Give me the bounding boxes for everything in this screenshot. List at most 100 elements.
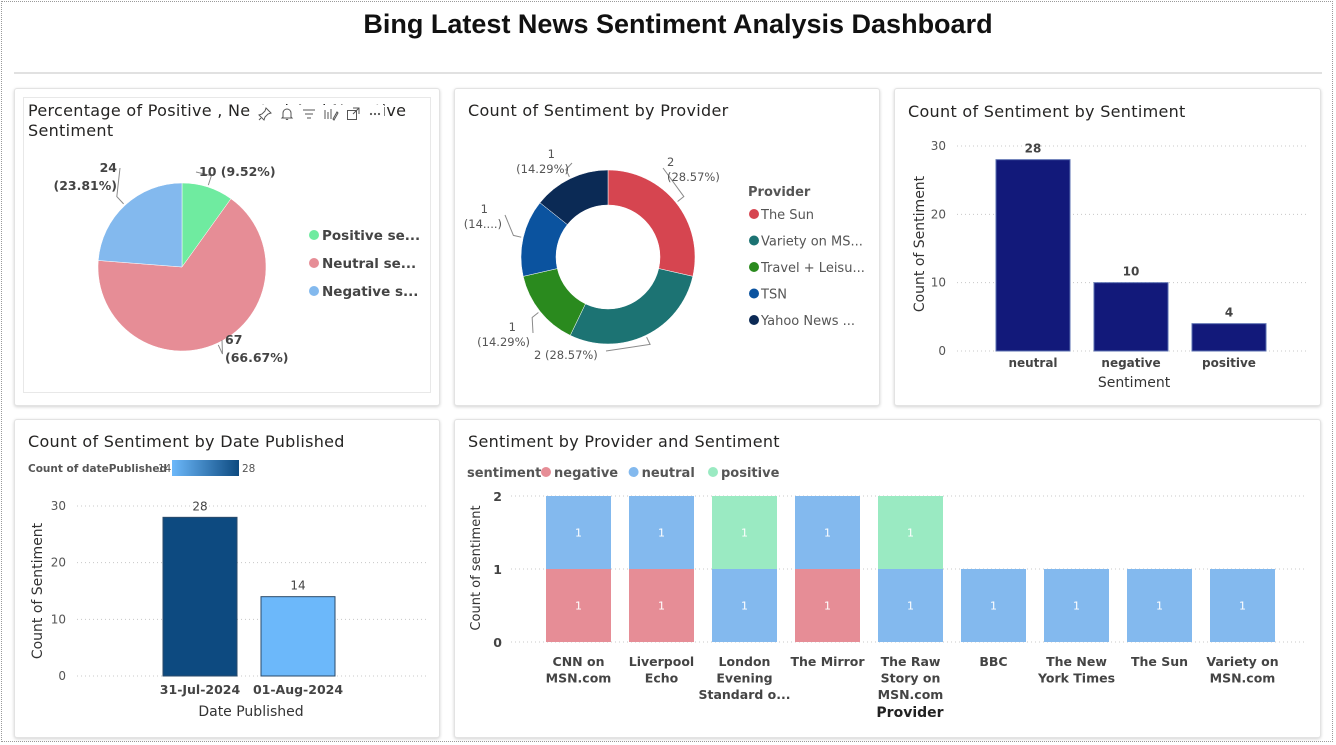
legend-label[interactable]: Travel + Leisu...: [760, 261, 865, 276]
donut-leader-line: [565, 162, 573, 178]
segment-data-label: 1: [741, 600, 748, 613]
filter-icon[interactable]: [299, 105, 318, 123]
stack-segment-neutral[interactable]: [712, 569, 777, 642]
y-tick-label: 30: [51, 499, 66, 513]
donut-data-label: 2: [667, 155, 674, 169]
donut-leader-line: [605, 336, 651, 352]
pie-leader-line: [116, 167, 124, 205]
legend-label[interactable]: negative: [554, 466, 618, 481]
bell-icon[interactable]: [277, 105, 296, 123]
segment-data-label: 1: [907, 527, 914, 540]
y-tick-label: 2: [493, 489, 502, 504]
title-divider: [14, 72, 1322, 74]
x-tick-label: The Raw: [881, 654, 941, 669]
card-title: Count of Sentiment by Date Published: [28, 432, 345, 451]
title-line-2: Sentiment: [28, 121, 114, 140]
legend-label[interactable]: neutral: [642, 466, 695, 481]
x-axis-title: Sentiment: [1098, 375, 1171, 391]
x-tick-label: MSN.com: [878, 687, 944, 702]
bar-positive[interactable]: [1191, 323, 1267, 352]
stack-segment-neutral[interactable]: [961, 569, 1026, 642]
y-tick-label: 0: [58, 669, 66, 683]
bar-data-label: 28: [192, 499, 207, 513]
stack-segment-neutral[interactable]: [546, 496, 611, 569]
legend-label[interactable]: Yahoo News ...: [760, 314, 855, 329]
bar-data-label: 14: [290, 579, 305, 593]
provider-sentiment-card[interactable]: Sentiment by Provider and Sentiment sent…: [454, 419, 1321, 738]
x-tick-label: Echo: [645, 671, 679, 686]
pie-data-label: 24: [100, 160, 118, 175]
y-tick-label: 20: [931, 207, 946, 221]
pie-slice-negative[interactable]: [97, 182, 183, 268]
bar-01-Aug-2024[interactable]: [260, 596, 336, 677]
legend-label[interactable]: Variety on MS...: [761, 235, 863, 250]
stack-segment-negative[interactable]: [546, 569, 611, 642]
sentiment-bar-card[interactable]: Count of Sentiment by Sentiment 0 10 20 30 2…: [894, 88, 1321, 406]
y-tick-label: 1: [493, 562, 502, 577]
legend-marker: [749, 262, 759, 272]
stack-segment-negative[interactable]: [629, 569, 694, 642]
segment-data-label: 1: [741, 527, 748, 540]
x-tick-label: Liverpool: [629, 654, 694, 669]
card-title: Sentiment by Provider and Sentiment: [468, 432, 780, 451]
x-tick-label: London: [719, 654, 771, 669]
provider-donut-card[interactable]: Count of Sentiment by Provider 2 (28.57%)…: [454, 88, 880, 406]
x-axis-title: Date Published: [198, 704, 303, 720]
donut-leader-line: [504, 214, 522, 238]
donut-data-label: (14....): [464, 217, 502, 231]
donut-slice[interactable]: [569, 268, 694, 345]
sentiment-percentage-card[interactable]: Percentage of Positive , Neutral And Neg…: [14, 88, 440, 406]
pie-chart[interactable]: 10 (9.52%) 67 (66.67%) 24 (23.81%) Positive s…: [15, 89, 440, 406]
donut-data-label: 1: [481, 202, 488, 216]
stack-segment-neutral[interactable]: [1127, 569, 1192, 642]
legend-label[interactable]: TSN: [760, 288, 787, 303]
segment-data-label: 1: [1156, 600, 1163, 613]
legend-label[interactable]: The Sun: [760, 208, 814, 223]
stack-segment-neutral[interactable]: [629, 496, 694, 569]
more-options-icon[interactable]: [365, 105, 384, 123]
donut-slice[interactable]: [539, 169, 609, 225]
donut-slice[interactable]: [607, 169, 696, 277]
stack-segment-neutral[interactable]: [1210, 569, 1275, 642]
x-tick-label: CNN on: [553, 654, 605, 669]
pin-icon[interactable]: [255, 105, 274, 123]
segment-data-label: 1: [1239, 600, 1246, 613]
legend-label[interactable]: positive: [721, 466, 780, 481]
donut-chart[interactable]: 2(28.57%)2 (28.57%)1(14.29%)1(14....)1(1…: [455, 89, 880, 406]
donut-data-label: 1: [548, 147, 555, 161]
bar-data-label: 10: [1123, 265, 1140, 279]
segment-data-label: 1: [658, 527, 665, 540]
card-title: Count of Sentiment by Sentiment: [908, 102, 1186, 121]
date-published-card[interactable]: Count of Sentiment by Date Published Cou…: [14, 419, 440, 738]
stack-segment-positive[interactable]: [712, 496, 777, 569]
legend-title: sentiment: [467, 466, 541, 481]
gradient-max-label: 28: [242, 463, 255, 475]
donut-leader-line: [531, 312, 539, 334]
x-tick-label: BBC: [979, 654, 1007, 669]
donut-data-label: 1: [509, 320, 516, 334]
focus-mode-icon[interactable]: [321, 105, 340, 123]
pie-slice-neutral[interactable]: [97, 198, 267, 352]
stack-segment-neutral[interactable]: [1044, 569, 1109, 642]
legend-marker: [749, 235, 759, 246]
bar-chart[interactable]: 0 10 20 30 28 neutral 10 negative 4 positive Senti…: [895, 89, 1321, 406]
y-tick-label: 10: [51, 612, 66, 626]
stack-segment-negative[interactable]: [795, 569, 860, 642]
bar-data-label: 4: [1225, 306, 1233, 320]
bar-neutral[interactable]: [995, 159, 1071, 352]
legend-label[interactable]: Positive se...: [322, 228, 420, 244]
legend-marker: [309, 286, 319, 296]
x-tick-label: Variety on: [1206, 654, 1278, 669]
stack-segment-positive[interactable]: [878, 496, 943, 569]
y-tick-label: 20: [51, 556, 66, 570]
bar-negative[interactable]: [1093, 282, 1169, 352]
segment-data-label: 1: [907, 600, 914, 613]
bar-31-Jul-2024[interactable]: [162, 516, 238, 677]
stacked-bar-chart[interactable]: sentiment negative neutral positive 0 1 2 1 1 CNN…: [455, 420, 1321, 738]
legend-label[interactable]: Neutral se...: [322, 256, 416, 272]
legend-label[interactable]: Negative s...: [322, 284, 418, 300]
expand-icon[interactable]: [343, 105, 362, 123]
stack-segment-neutral[interactable]: [795, 496, 860, 569]
stack-segment-neutral[interactable]: [878, 569, 943, 642]
